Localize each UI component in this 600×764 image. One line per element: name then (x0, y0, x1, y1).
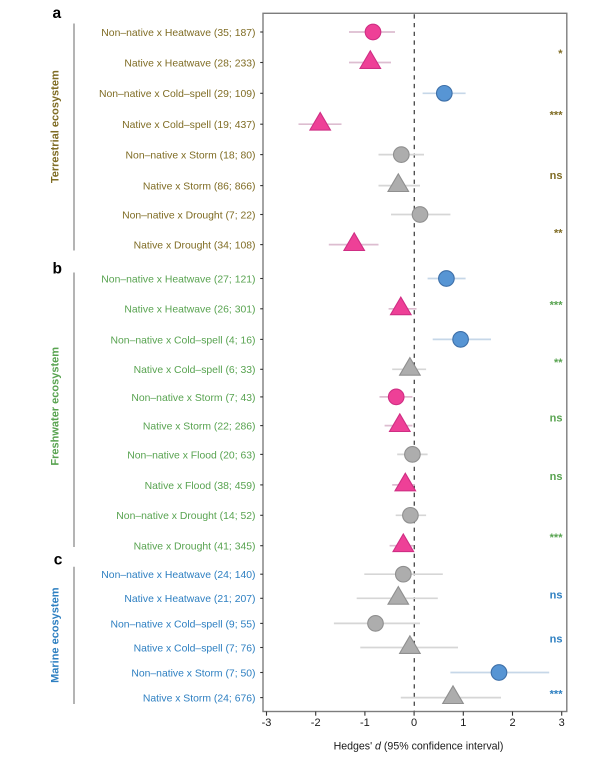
svg-text:2: 2 (509, 717, 515, 729)
svg-text:-3: -3 (262, 717, 272, 729)
svg-text:Non–native x Heatwave (24; 140: Non–native x Heatwave (24; 140) (101, 570, 255, 581)
svg-text:***: *** (550, 300, 564, 312)
svg-text:Non–native x Flood (20; 63): Non–native x Flood (20; 63) (127, 450, 255, 461)
svg-text:***: *** (550, 532, 564, 544)
svg-text:Native x Cold–spell (19; 437): Native x Cold–spell (19; 437) (122, 120, 255, 131)
svg-text:b: b (53, 261, 62, 278)
svg-text:Marine ecosystem: Marine ecosystem (50, 587, 62, 683)
svg-text:ns: ns (550, 170, 563, 182)
svg-text:Non–native x Storm (18; 80): Non–native x Storm (18; 80) (126, 151, 256, 162)
svg-text:Native x Drought (41; 345): Native x Drought (41; 345) (134, 542, 256, 553)
svg-text:Native x Heatwave (26; 301): Native x Heatwave (26; 301) (124, 305, 255, 316)
svg-text:***: *** (550, 688, 564, 700)
svg-text:Non–native x Cold–spell (9; 55: Non–native x Cold–spell (9; 55) (111, 619, 256, 630)
svg-text:Terrestrial ecosystem: Terrestrial ecosystem (50, 70, 62, 183)
svg-text:ns: ns (550, 633, 563, 645)
svg-text:ns: ns (550, 413, 563, 425)
svg-text:Non–native x Heatwave (27; 121: Non–native x Heatwave (27; 121) (101, 274, 255, 285)
svg-text:Native x Cold–spell (7; 76): Native x Cold–spell (7; 76) (134, 643, 256, 654)
svg-text:Freshwater ecosystem: Freshwater ecosystem (50, 347, 62, 466)
svg-text:ns: ns (550, 471, 563, 483)
svg-text:a: a (53, 5, 62, 22)
svg-text:Non–native x Storm (7; 43): Non–native x Storm (7; 43) (131, 393, 255, 404)
svg-text:**: ** (554, 357, 563, 369)
svg-text:ns: ns (550, 589, 563, 601)
svg-text:Non–native x Drought (14; 52): Non–native x Drought (14; 52) (116, 511, 255, 522)
svg-text:Native x Flood (38; 459): Native x Flood (38; 459) (145, 481, 256, 492)
svg-text:Non–native x Cold–spell (4; 16: Non–native x Cold–spell (4; 16) (111, 335, 256, 346)
svg-text:***: *** (550, 110, 564, 122)
svg-text:Hedges' d (95% confidence inte: Hedges' d (95% confidence interval) (334, 741, 504, 753)
svg-text:0: 0 (411, 717, 417, 729)
svg-text:**: ** (554, 227, 563, 239)
svg-text:-1: -1 (360, 717, 370, 729)
svg-text:1: 1 (460, 717, 466, 729)
svg-text:Non–native x Heatwave (35; 187: Non–native x Heatwave (35; 187) (101, 28, 255, 39)
svg-text:3: 3 (559, 717, 565, 729)
svg-text:-2: -2 (311, 717, 321, 729)
svg-text:c: c (54, 552, 63, 569)
svg-text:Non–native x Storm (7; 50): Non–native x Storm (7; 50) (131, 668, 255, 679)
svg-text:Native x Storm (22; 286): Native x Storm (22; 286) (143, 422, 256, 433)
svg-text:Native x Heatwave (21; 207): Native x Heatwave (21; 207) (124, 594, 255, 605)
svg-text:Native x Storm (24; 676): Native x Storm (24; 676) (143, 694, 256, 705)
svg-text:Native x Cold–spell (6; 33): Native x Cold–spell (6; 33) (134, 365, 256, 376)
svg-text:Non–native x Cold–spell (29; 1: Non–native x Cold–spell (29; 109) (99, 89, 256, 100)
svg-text:Non–native x Drought (7; 22): Non–native x Drought (7; 22) (122, 210, 255, 221)
svg-text:*: * (558, 48, 563, 60)
svg-text:Native x Drought (34; 108): Native x Drought (34; 108) (134, 241, 256, 252)
svg-text:Native x Heatwave (28; 233): Native x Heatwave (28; 233) (124, 58, 255, 69)
svg-text:Native x Storm (86; 866): Native x Storm (86; 866) (143, 182, 256, 193)
